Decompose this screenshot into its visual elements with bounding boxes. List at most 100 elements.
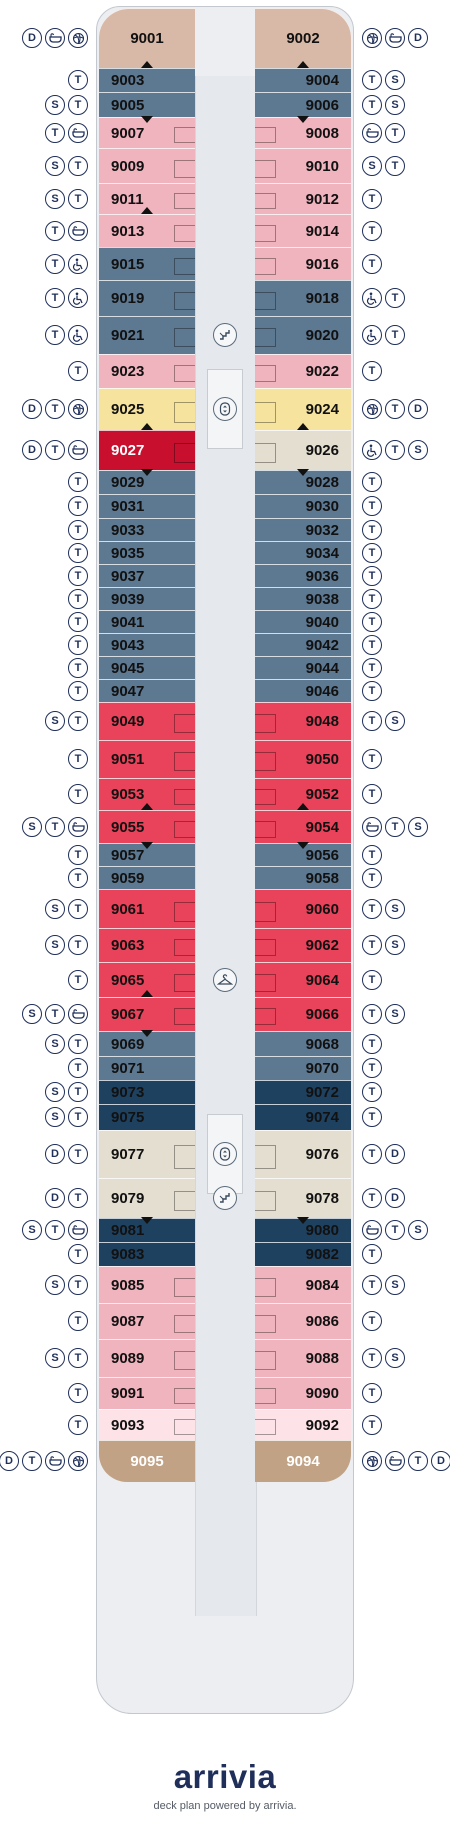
cabin-9090[interactable]: 9090 bbox=[255, 1377, 351, 1409]
cabin-9071[interactable]: 9071 bbox=[99, 1056, 195, 1080]
cabin-bathroom-outline bbox=[255, 1351, 276, 1370]
twin-beds-icon: T bbox=[385, 325, 405, 345]
stairs-icon bbox=[213, 323, 237, 347]
twin-beds-icon: T bbox=[68, 472, 88, 492]
twin-beds-icon: T bbox=[362, 1244, 382, 1264]
cabin-9054[interactable]: 9054 bbox=[255, 810, 351, 843]
cabin-9008[interactable]: 9008 bbox=[255, 117, 351, 148]
cabin-9059[interactable]: 9059 bbox=[99, 866, 195, 889]
cabin-9062[interactable]: 9062 bbox=[255, 928, 351, 962]
cabin-9037[interactable]: 9037 bbox=[99, 564, 195, 587]
cabin-9035[interactable]: 9035 bbox=[99, 541, 195, 564]
cabin-9085[interactable]: 9085 bbox=[99, 1266, 195, 1303]
cabin-9004[interactable]: 9004 bbox=[255, 68, 351, 92]
twin-beds-icon: T bbox=[362, 868, 382, 888]
cabin-9043[interactable]: 9043 bbox=[99, 633, 195, 656]
cabin-9046[interactable]: 9046 bbox=[255, 679, 351, 702]
cabin-9055[interactable]: 9055 bbox=[99, 810, 195, 843]
cabin-9005[interactable]: 9005 bbox=[99, 92, 195, 117]
cabin-number: 9028 bbox=[305, 474, 339, 491]
twin-beds-icon: T bbox=[68, 1415, 88, 1435]
cabin-9030[interactable]: 9030 bbox=[255, 494, 351, 518]
cabin-9022[interactable]: 9022 bbox=[255, 354, 351, 388]
cabin-9041[interactable]: 9041 bbox=[99, 610, 195, 633]
cabin-9078[interactable]: 9078 bbox=[255, 1178, 351, 1218]
cabin-9084[interactable]: 9084 bbox=[255, 1266, 351, 1303]
cabin-9083[interactable]: 9083 bbox=[99, 1242, 195, 1266]
cabin-9092[interactable]: 9092 bbox=[255, 1409, 351, 1440]
cabin-9007[interactable]: 9007 bbox=[99, 117, 195, 148]
cabin-9067[interactable]: 9067 bbox=[99, 997, 195, 1031]
cabin-9036[interactable]: 9036 bbox=[255, 564, 351, 587]
cabin-9050[interactable]: 9050 bbox=[255, 740, 351, 778]
cabin-9082[interactable]: 9082 bbox=[255, 1242, 351, 1266]
cabin-9089[interactable]: 9089 bbox=[99, 1339, 195, 1377]
cabin-9058[interactable]: 9058 bbox=[255, 866, 351, 889]
cabin-9016[interactable]: 9016 bbox=[255, 247, 351, 280]
cabin-9011[interactable]: 9011 bbox=[99, 183, 195, 214]
cabin-9051[interactable]: 9051 bbox=[99, 740, 195, 778]
cabin-number: 9055 bbox=[111, 818, 145, 836]
twin-beds-icon: T bbox=[362, 970, 382, 990]
cabin-number: 9038 bbox=[305, 590, 339, 608]
cabin-9039[interactable]: 9039 bbox=[99, 587, 195, 610]
cabin-9001[interactable]: 9001 bbox=[99, 8, 195, 68]
double-bed-icon: D bbox=[45, 1144, 65, 1164]
cabin-9014[interactable]: 9014 bbox=[255, 214, 351, 247]
cabin-bathroom-outline bbox=[174, 1008, 195, 1025]
sofa-bed-icon: S bbox=[408, 440, 428, 460]
cabin-9045[interactable]: 9045 bbox=[99, 656, 195, 679]
cabin-9021[interactable]: 9021 bbox=[99, 316, 195, 354]
cabin-9015[interactable]: 9015 bbox=[99, 247, 195, 280]
cabin-9075[interactable]: 9075 bbox=[99, 1104, 195, 1130]
cabin-9009[interactable]: 9009 bbox=[99, 148, 195, 183]
cabin-9049[interactable]: 9049 bbox=[99, 702, 195, 740]
cabin-9070[interactable]: 9070 bbox=[255, 1056, 351, 1080]
cabin-9032[interactable]: 9032 bbox=[255, 518, 351, 541]
cabin-9048[interactable]: 9048 bbox=[255, 702, 351, 740]
cabin-9088[interactable]: 9088 bbox=[255, 1339, 351, 1377]
cabin-9002[interactable]: 9002 bbox=[255, 8, 351, 68]
cabin-9044[interactable]: 9044 bbox=[255, 656, 351, 679]
cabin-9068[interactable]: 9068 bbox=[255, 1031, 351, 1056]
twin-beds-icon: T bbox=[362, 361, 382, 381]
cabin-9060[interactable]: 9060 bbox=[255, 889, 351, 928]
cabin-9066[interactable]: 9066 bbox=[255, 997, 351, 1031]
cabin-9093[interactable]: 9093 bbox=[99, 1409, 195, 1440]
cabin-9027[interactable]: 9027 bbox=[99, 430, 195, 470]
cabin-9031[interactable]: 9031 bbox=[99, 494, 195, 518]
cabin-9079[interactable]: 9079 bbox=[99, 1178, 195, 1218]
twin-beds-icon: T bbox=[68, 1348, 88, 1368]
cabin-9063[interactable]: 9063 bbox=[99, 928, 195, 962]
cabin-9003[interactable]: 9003 bbox=[99, 68, 195, 92]
cabin-9024[interactable]: 9024 bbox=[255, 388, 351, 430]
cabin-9061[interactable]: 9061 bbox=[99, 889, 195, 928]
cabin-9064[interactable]: 9064 bbox=[255, 962, 351, 997]
cabin-9047[interactable]: 9047 bbox=[99, 679, 195, 702]
cabin-9040[interactable]: 9040 bbox=[255, 610, 351, 633]
cabin-9086[interactable]: 9086 bbox=[255, 1303, 351, 1339]
cabin-9038[interactable]: 9038 bbox=[255, 587, 351, 610]
cabin-9077[interactable]: 9077 bbox=[99, 1130, 195, 1178]
cabin-9076[interactable]: 9076 bbox=[255, 1130, 351, 1178]
cabin-9013[interactable]: 9013 bbox=[99, 214, 195, 247]
cabin-9026[interactable]: 9026 bbox=[255, 430, 351, 470]
cabin-9006[interactable]: 9006 bbox=[255, 92, 351, 117]
cabin-9042[interactable]: 9042 bbox=[255, 633, 351, 656]
cabin-9074[interactable]: 9074 bbox=[255, 1104, 351, 1130]
cabin-9073[interactable]: 9073 bbox=[99, 1080, 195, 1104]
cabin-9072[interactable]: 9072 bbox=[255, 1080, 351, 1104]
cabin-9012[interactable]: 9012 bbox=[255, 183, 351, 214]
cabin-9018[interactable]: 9018 bbox=[255, 280, 351, 316]
cabin-9019[interactable]: 9019 bbox=[99, 280, 195, 316]
cabin-9095[interactable]: 9095 bbox=[99, 1440, 195, 1482]
cabin-9033[interactable]: 9033 bbox=[99, 518, 195, 541]
cabin-9010[interactable]: 9010 bbox=[255, 148, 351, 183]
cabin-9023[interactable]: 9023 bbox=[99, 354, 195, 388]
connecting-door-icon bbox=[141, 207, 153, 214]
cabin-9087[interactable]: 9087 bbox=[99, 1303, 195, 1339]
cabin-9034[interactable]: 9034 bbox=[255, 541, 351, 564]
cabin-9020[interactable]: 9020 bbox=[255, 316, 351, 354]
cabin-9091[interactable]: 9091 bbox=[99, 1377, 195, 1409]
cabin-9094[interactable]: 9094 bbox=[255, 1440, 351, 1482]
